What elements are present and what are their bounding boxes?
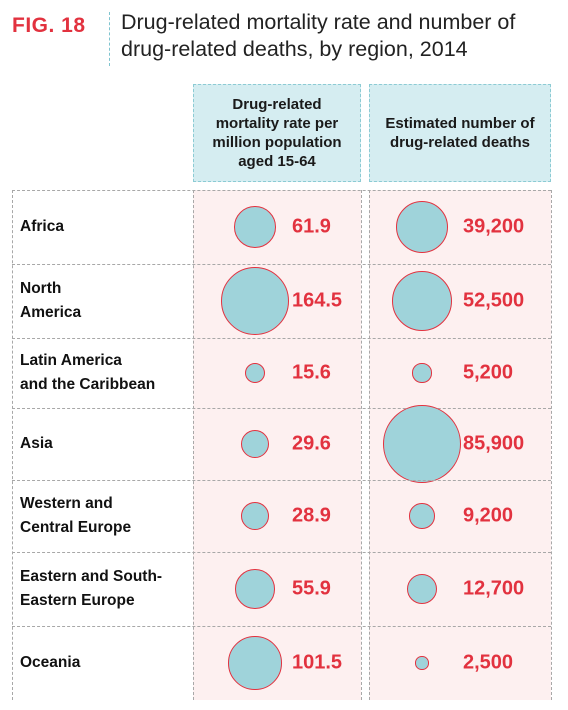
region-label: Latin America and the Caribbean [20,352,156,393]
mortality-rate-column [193,190,361,700]
deaths-value: 5,200 [463,361,514,384]
title-divider [109,12,110,66]
deaths-value: 85,900 [463,432,525,455]
row-divider [12,264,551,265]
region-label: Africa [20,218,64,235]
region-label: North America [20,280,82,321]
column-divider [369,190,370,700]
mortality-rate-value: 28.9 [292,504,331,527]
deaths-bubble [409,503,435,529]
column-divider [193,190,194,700]
mortality-rate-bubble [234,206,276,248]
mortality-rate-bubble [228,636,282,690]
column-divider [12,190,13,700]
deaths-value: 52,500 [463,289,525,312]
deaths-bubble [412,363,432,383]
deaths-value: 2,500 [463,651,514,674]
mortality-rate-bubble [235,569,275,609]
mortality-rate-value: 15.6 [292,361,331,384]
mortality-rate-bubble [240,501,270,531]
deaths-bubble [395,200,449,254]
deaths-bubble [383,405,461,483]
mortality-rate-value: 164.5 [292,289,343,312]
deaths-value: 9,200 [463,504,514,527]
region-label: Western and Central Europe [20,495,132,536]
column-divider [361,190,362,700]
mortality-rate-value: 61.9 [292,215,331,238]
mortality-rate-value: 29.6 [292,432,331,455]
mortality-rate-bubble [244,362,266,384]
deaths-bubble [407,574,437,604]
mortality-rate-value: 101.5 [292,651,343,674]
figure-number: FIG. 18 [12,14,86,37]
row-divider [12,552,551,553]
region-label: Eastern and South- Eastern Europe [20,568,163,609]
row-divider [12,338,551,339]
mortality-rate-bubble [240,429,270,459]
mortality-rate-bubble [221,267,289,335]
row-divider [12,626,551,627]
deaths-value: 39,200 [463,215,525,238]
column-header-mortality-rate: Drug-related mortality rate per million … [193,84,361,182]
row-divider [12,190,551,191]
deaths-bubble [391,270,453,332]
column-divider [551,190,552,700]
mortality-rate-value: 55.9 [292,577,331,600]
chart-title: Drug-related mortality rate and number o… [121,10,516,61]
region-label: Asia [20,435,53,452]
deaths-value: 12,700 [463,577,525,600]
deaths-bubble [415,656,429,670]
column-header-deaths: Estimated number of drug-related deaths [369,84,551,182]
row-divider [12,408,551,409]
row-divider [12,480,551,481]
region-label: Oceania [20,654,81,671]
